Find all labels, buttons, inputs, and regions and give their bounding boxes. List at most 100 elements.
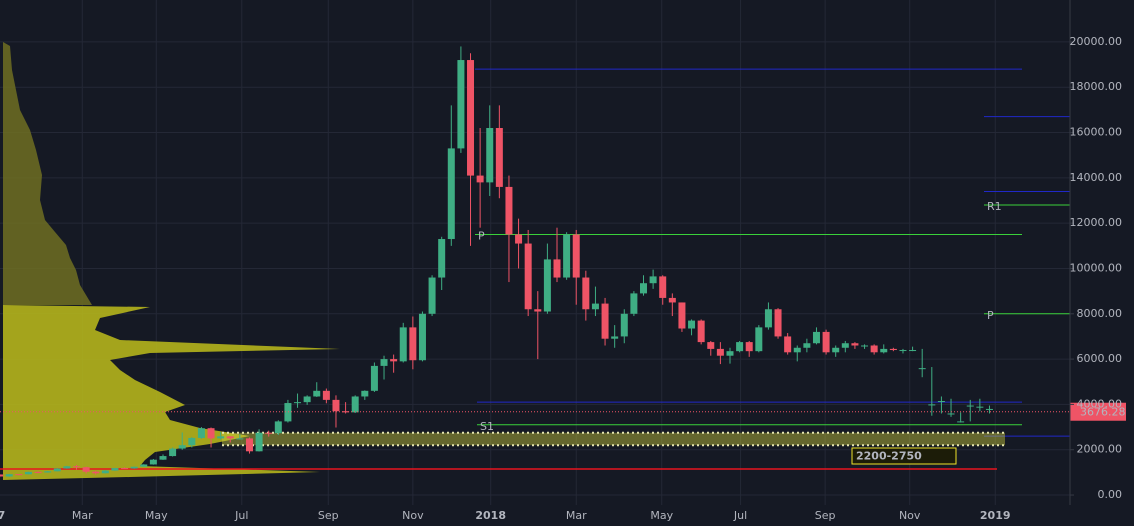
y-tick-label: 6000.00 [1077, 352, 1123, 365]
candle-body [0, 474, 4, 477]
level-label: S1 [480, 420, 494, 433]
candle-body [63, 466, 71, 469]
candle-body [476, 175, 484, 183]
volume-profile-upper [3, 42, 92, 305]
candle-body [294, 402, 302, 404]
last-price-label: 3676.28 [1080, 406, 1126, 419]
candle-body [130, 466, 138, 469]
y-tick-label: 4000.00 [1077, 397, 1123, 410]
candle-body [726, 351, 734, 356]
candle-body [611, 336, 619, 339]
candle-body [92, 471, 100, 474]
y-tick-label: 16000.00 [1070, 126, 1123, 139]
candle-body [15, 474, 23, 476]
candle-body [418, 313, 426, 361]
candle-body [255, 432, 263, 452]
candle-body [207, 428, 215, 439]
x-tick-label: Jul [234, 509, 248, 522]
level-label: P [478, 229, 485, 242]
candle-body [620, 313, 628, 337]
zone-label-box [851, 447, 957, 465]
candle-body [630, 293, 638, 314]
y-tick-label: 12000.00 [1070, 216, 1123, 229]
candle-body [409, 327, 417, 361]
candle-body [495, 128, 503, 187]
candle-body [889, 348, 897, 351]
candle-body [82, 467, 90, 472]
candle-body [716, 348, 724, 356]
candle-body [351, 396, 359, 413]
candle-body [822, 331, 830, 353]
candle-body [380, 359, 388, 366]
candle-body [390, 359, 398, 362]
x-tick-label: Sep [318, 509, 339, 522]
x-tick-label: Nov [899, 509, 921, 522]
candle-body [803, 343, 811, 348]
candle-body [265, 432, 273, 434]
candle-body [72, 466, 80, 468]
candle-body [774, 309, 782, 337]
candle-body [197, 428, 205, 438]
x-tick-label: Jul [733, 509, 747, 522]
candle-body [861, 345, 869, 347]
y-tick-label: 0.00 [1098, 488, 1123, 501]
zone [222, 431, 1005, 447]
candle-body [303, 396, 311, 403]
candle-body [870, 345, 878, 353]
candle-body [217, 436, 225, 439]
candle-body [736, 342, 744, 352]
candle-body [841, 343, 849, 348]
candle-body [591, 303, 599, 310]
candle-body [34, 471, 42, 473]
candle-body [649, 276, 657, 284]
y-tick-label: 2000.00 [1077, 443, 1123, 456]
candle-body [937, 401, 945, 403]
candle-body [880, 348, 888, 353]
candle-body [361, 390, 369, 397]
candle-body [793, 347, 801, 353]
candle-body [226, 436, 234, 439]
candle-body [53, 468, 61, 472]
candle-body [332, 399, 340, 412]
candle-body [851, 343, 859, 346]
candle-body [438, 239, 446, 278]
candle-body [44, 471, 52, 473]
candle-body [947, 413, 955, 415]
candle-body [486, 128, 494, 183]
candle-body [899, 350, 907, 352]
candle-body [111, 468, 119, 471]
candle-body [428, 277, 436, 314]
candle-body [909, 350, 917, 352]
candle-body [101, 470, 109, 474]
candle-body [5, 474, 13, 477]
candle-body [515, 234, 523, 244]
level-label: P [987, 309, 994, 322]
candle-body [447, 148, 455, 240]
candles [0, 46, 993, 478]
x-tick-label: Mar [72, 509, 93, 522]
candle-body [707, 342, 715, 349]
candle-body [639, 283, 647, 294]
x-tick-label: 2017 [0, 509, 5, 522]
x-tick-label: Mar [566, 509, 587, 522]
axes: 0.00 2000.00 4000.00 6000.00 8000.00 10000.00… [0, 35, 1122, 522]
candle-body [140, 464, 148, 467]
candle-body [755, 327, 763, 352]
candle-body [688, 320, 696, 329]
candle-body [601, 303, 609, 339]
candle-body [245, 438, 253, 452]
x-tick-label: May [145, 509, 168, 522]
candle-body [784, 336, 792, 353]
candle-body [322, 390, 330, 400]
candle-body [764, 309, 772, 328]
candle-body [563, 234, 571, 278]
candle-body [918, 368, 926, 370]
x-tick-label: May [650, 509, 673, 522]
candle-body [505, 186, 513, 235]
candle-body [543, 259, 551, 312]
overlay: 2200-2750 3676.28 [0, 402, 1126, 465]
candle-body [188, 437, 196, 446]
candle-body [957, 421, 965, 423]
